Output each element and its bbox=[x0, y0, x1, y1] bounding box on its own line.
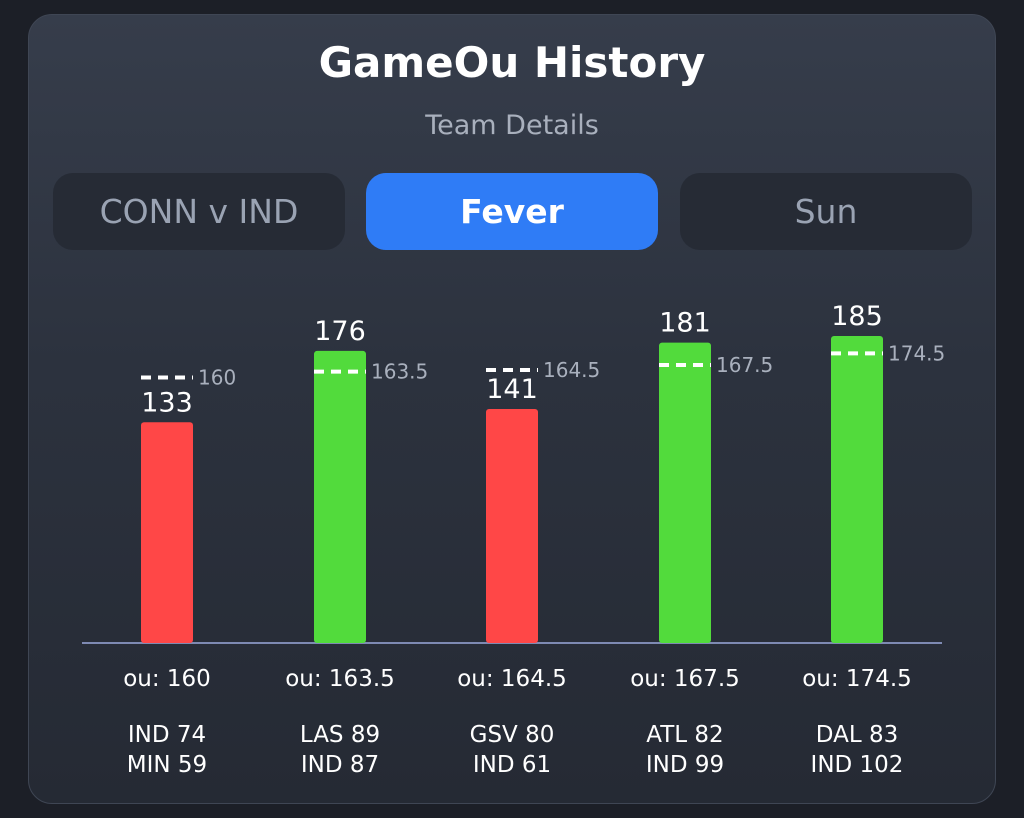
ou-tick-label-0: ou: 160 bbox=[123, 666, 211, 692]
score-line2-3: IND 99 bbox=[646, 752, 724, 778]
tab-conn-v-ind[interactable]: CONN v IND bbox=[53, 173, 345, 250]
page-subtitle: Team Details bbox=[425, 110, 599, 141]
ou-line-label-1: 163.5 bbox=[371, 360, 428, 384]
score-line1-1: LAS 89 bbox=[300, 722, 380, 748]
ou-line-label-2: 164.5 bbox=[543, 358, 600, 382]
bar-value-label-1: 176 bbox=[314, 316, 366, 347]
tab-sun[interactable]: Sun bbox=[680, 173, 972, 250]
bar-value-label-2: 141 bbox=[486, 374, 538, 405]
bar-value-label-4: 185 bbox=[831, 301, 883, 332]
score-line1-0: IND 74 bbox=[128, 722, 206, 748]
ou-tick-label-3: ou: 167.5 bbox=[630, 666, 740, 692]
score-line1-3: ATL 82 bbox=[646, 722, 723, 748]
bar-4 bbox=[831, 336, 883, 643]
score-line2-1: IND 87 bbox=[301, 752, 379, 778]
bar-0 bbox=[141, 422, 193, 643]
bar-1 bbox=[314, 350, 366, 643]
bar-3 bbox=[659, 342, 711, 643]
tab-fever[interactable]: Fever bbox=[366, 173, 658, 250]
score-line2-0: MIN 59 bbox=[127, 752, 207, 778]
score-line2-2: IND 61 bbox=[473, 752, 551, 778]
ou-tick-label-1: ou: 163.5 bbox=[285, 666, 395, 692]
bar-2 bbox=[486, 409, 538, 643]
score-line1-4: DAL 83 bbox=[816, 722, 898, 748]
ou-line-label-3: 167.5 bbox=[716, 353, 773, 377]
ou-tick-label-2: ou: 164.5 bbox=[457, 666, 567, 692]
score-line2-4: IND 102 bbox=[811, 752, 904, 778]
bar-value-label-3: 181 bbox=[659, 308, 711, 339]
bar-value-label-0: 133 bbox=[141, 387, 193, 418]
score-line1-2: GSV 80 bbox=[470, 722, 555, 748]
ou-tick-label-4: ou: 174.5 bbox=[802, 666, 912, 692]
page-title: GameOu History bbox=[318, 38, 706, 87]
ou-line-label-0: 160 bbox=[198, 365, 236, 389]
ou-line-label-4: 174.5 bbox=[888, 341, 945, 365]
